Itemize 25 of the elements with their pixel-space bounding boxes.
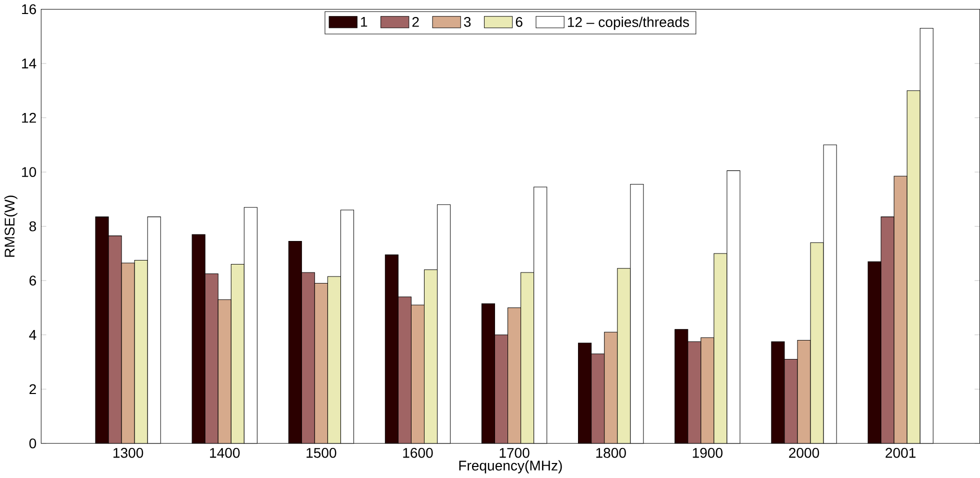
x-tick-label: 1600 [403,448,433,458]
x-axis-title: Frequency(MHz) [459,460,562,474]
x-tick-label: 1500 [306,448,336,458]
x-tick-label: 1800 [596,448,626,458]
x-tick-label: 1700 [500,448,530,458]
legend-label: 6 [516,17,522,28]
y-tick-label: 16 [22,4,36,14]
x-tick-label: 1900 [692,448,722,458]
x-tick-label: 2000 [789,448,820,458]
legend-label: 12 – copies/threads [568,16,689,30]
legend-label: 1 [361,17,368,27]
x-tick-label: 1400 [210,448,240,458]
y-tick-label: 12 [22,113,36,123]
y-tick-label: 8 [29,222,36,232]
y-tick-label: 0 [29,438,36,449]
legend-label: 3 [464,17,471,28]
x-tick-label: 1300 [113,448,144,458]
y-tick-label: 14 [22,58,36,69]
y-tick-label: 2 [30,384,36,394]
y-axis-title: RMSE(W) [4,196,18,257]
x-tick-label: 2001 [886,448,916,458]
y-tick-label: 10 [22,167,36,178]
y-tick-label: 4 [29,330,36,340]
legend-label: 2 [412,17,419,27]
y-tick-label: 6 [30,276,36,286]
